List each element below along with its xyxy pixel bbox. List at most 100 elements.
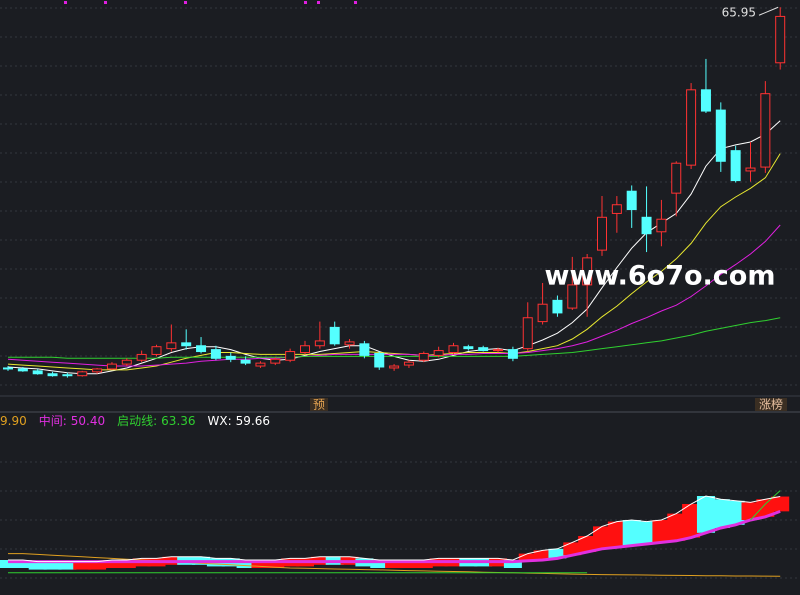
candle-body bbox=[730, 150, 741, 182]
legend-value: 59.66 bbox=[236, 414, 270, 428]
candle-body bbox=[582, 257, 593, 286]
signal-block bbox=[696, 496, 715, 533]
signal-block bbox=[667, 513, 686, 541]
candle-body bbox=[255, 362, 266, 367]
candle-body bbox=[47, 373, 58, 377]
signal-block bbox=[117, 560, 136, 568]
indicator-line bbox=[8, 509, 781, 564]
signal-block bbox=[28, 561, 47, 570]
candle-body bbox=[300, 345, 310, 354]
marker-label: 预 bbox=[313, 398, 325, 412]
candle-body bbox=[32, 370, 43, 375]
indicator-legend: 9.90 中间: 50.40 启动线: 63.36 WX: 59.66 bbox=[0, 413, 270, 428]
signal-block bbox=[414, 560, 433, 568]
candle-body bbox=[611, 204, 622, 214]
signal-block bbox=[771, 496, 790, 512]
candle-body bbox=[537, 303, 548, 323]
candle-body bbox=[62, 374, 73, 377]
candle-body bbox=[344, 341, 355, 346]
candle-body bbox=[17, 368, 28, 372]
legend-value: 9.90 bbox=[0, 414, 27, 428]
candle-body bbox=[196, 345, 207, 353]
candle-body bbox=[641, 216, 652, 235]
candle-body bbox=[567, 284, 578, 309]
candle-body bbox=[418, 352, 429, 361]
candle-body bbox=[715, 109, 726, 162]
candle-body bbox=[745, 167, 756, 172]
indicator-line bbox=[8, 553, 781, 577]
candle-body bbox=[656, 218, 667, 233]
signal-block bbox=[266, 560, 285, 568]
candle-body bbox=[106, 363, 117, 370]
candle-body bbox=[92, 368, 103, 373]
signal-block bbox=[682, 504, 701, 538]
marker-box bbox=[310, 398, 328, 411]
signal-block bbox=[43, 561, 62, 570]
signal-block bbox=[73, 561, 92, 570]
candle-body bbox=[77, 371, 88, 377]
signal-block bbox=[370, 560, 389, 568]
signal-block bbox=[637, 521, 656, 544]
signal-block bbox=[102, 560, 121, 568]
signal-block bbox=[756, 499, 775, 517]
candle-body bbox=[151, 346, 162, 355]
signal-block bbox=[518, 553, 537, 562]
signal-block bbox=[652, 520, 671, 543]
marker-box bbox=[755, 398, 787, 411]
signal-block bbox=[563, 542, 582, 556]
candle-body bbox=[240, 359, 251, 364]
signal-block bbox=[503, 560, 522, 568]
candle-body bbox=[359, 343, 370, 356]
signal-block bbox=[578, 536, 597, 552]
candle-body bbox=[507, 349, 518, 359]
signal-block bbox=[13, 560, 32, 568]
indicator-line bbox=[8, 490, 781, 574]
candle-body bbox=[552, 299, 563, 314]
indicator-line bbox=[8, 495, 781, 563]
legend-name: 启动线: bbox=[117, 414, 157, 428]
candle-body bbox=[374, 352, 385, 368]
candle-body bbox=[626, 190, 637, 211]
signal-block bbox=[236, 560, 255, 568]
candle-body bbox=[329, 326, 340, 345]
signal-block bbox=[0, 560, 17, 568]
candle-body bbox=[270, 358, 281, 364]
candle-body bbox=[210, 349, 221, 359]
candle-body bbox=[3, 367, 13, 370]
signal-block bbox=[548, 548, 567, 559]
legend-value: 63.36 bbox=[161, 414, 195, 428]
candle-body bbox=[314, 340, 325, 347]
candle-body bbox=[389, 365, 400, 369]
legend-name: 中间: bbox=[39, 413, 67, 428]
signal-block bbox=[88, 561, 107, 570]
candle-body bbox=[285, 351, 296, 361]
signal-block bbox=[385, 560, 404, 568]
candle-body bbox=[225, 355, 236, 360]
signal-block bbox=[533, 550, 552, 560]
candle-body bbox=[166, 342, 177, 350]
candle-body bbox=[448, 345, 459, 354]
ma-line bbox=[7, 224, 781, 367]
marker-label: 涨榜 bbox=[759, 397, 783, 412]
candle-body bbox=[522, 317, 533, 350]
max-label: 65.95 bbox=[722, 6, 756, 20]
signal-block bbox=[593, 526, 611, 549]
candle-body bbox=[760, 93, 771, 168]
candle-body bbox=[463, 346, 474, 350]
candle-body bbox=[775, 15, 786, 64]
signal-block bbox=[607, 521, 626, 548]
candle-body bbox=[136, 353, 147, 361]
candle-body bbox=[181, 342, 192, 347]
signal-block bbox=[251, 560, 270, 568]
signal-block bbox=[711, 499, 730, 528]
candle-body bbox=[433, 350, 444, 356]
legend-name: WX: bbox=[208, 414, 232, 428]
signal-block bbox=[58, 561, 77, 570]
candle-body bbox=[700, 89, 711, 112]
signal-block bbox=[622, 520, 641, 546]
ma-line bbox=[7, 153, 781, 371]
candle-body bbox=[686, 89, 697, 166]
watermark: www.6o7o.com bbox=[545, 261, 776, 292]
candle-body bbox=[403, 361, 414, 366]
